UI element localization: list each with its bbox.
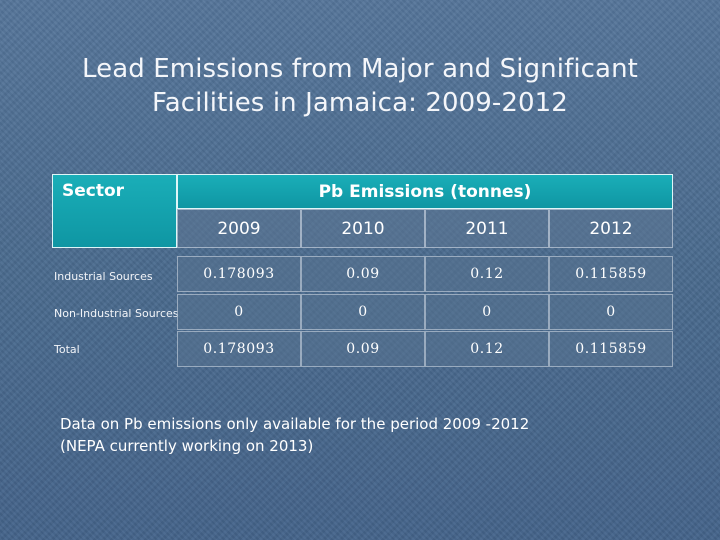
table-cell: 0 bbox=[177, 294, 301, 330]
slide-title: Lead Emissions from Major and Significan… bbox=[60, 52, 660, 120]
row-label-total: Total bbox=[54, 343, 80, 356]
pb-emissions-header: Pb Emissions (tonnes) bbox=[177, 174, 673, 209]
table-cell: 0.12 bbox=[425, 331, 549, 367]
year-header-2009: 2009 bbox=[177, 209, 301, 248]
table-cell: 0 bbox=[549, 294, 673, 330]
table-cell: 0.09 bbox=[301, 256, 425, 292]
row-label-industrial: Industrial Sources bbox=[54, 270, 153, 283]
table-cell: 0 bbox=[425, 294, 549, 330]
table-cell: 0.09 bbox=[301, 331, 425, 367]
year-header-2010: 2010 bbox=[301, 209, 425, 248]
year-header-2011: 2011 bbox=[425, 209, 549, 248]
slide-title-line-2: Facilities in Jamaica: 2009-2012 bbox=[152, 88, 568, 118]
year-header-2012: 2012 bbox=[549, 209, 673, 248]
table-cell: 0.115859 bbox=[549, 256, 673, 292]
table-cell: 0.115859 bbox=[549, 331, 673, 367]
table-cell: 0.12 bbox=[425, 256, 549, 292]
note-line-1: Data on Pb emissions only available for … bbox=[60, 415, 530, 433]
table-cell: 0.178093 bbox=[177, 256, 301, 292]
note-line-2: (NEPA currently working on 2013) bbox=[60, 437, 314, 455]
table-cell: 0 bbox=[301, 294, 425, 330]
slide-title-line-1: Lead Emissions from Major and Significan… bbox=[82, 54, 638, 84]
sector-header: Sector bbox=[52, 174, 177, 248]
table-cell: 0.178093 bbox=[177, 331, 301, 367]
data-availability-note: Data on Pb emissions only available for … bbox=[60, 413, 620, 457]
row-label-non-industrial: Non-Industrial Sources bbox=[54, 307, 179, 320]
